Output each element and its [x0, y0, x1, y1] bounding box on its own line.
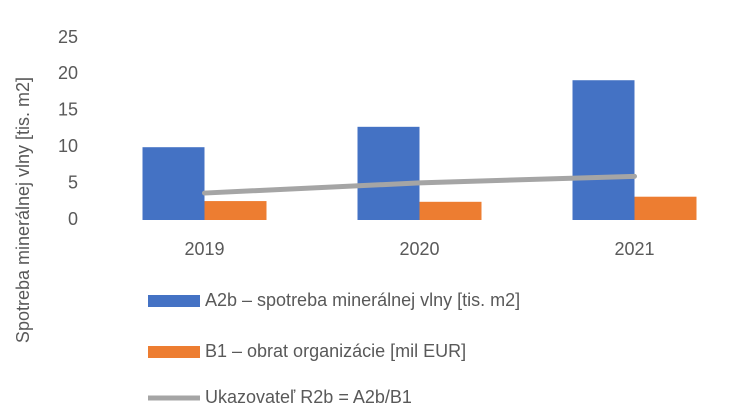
- bar: [572, 80, 635, 220]
- line: [202, 173, 637, 196]
- y-axis-label: Spotreba minerálnej vlny [tis. m2]: [13, 77, 33, 343]
- x-tick-label: 2020: [399, 239, 439, 259]
- y-tick-label: 15: [58, 100, 78, 120]
- bar: [357, 126, 420, 220]
- legend-label: A2b – spotreba minerálnej vlny [tis. m2]: [205, 290, 520, 310]
- y-tick-label: 20: [58, 63, 78, 83]
- legend-label: Ukazovateľ R2b = A2b/B1: [205, 387, 412, 407]
- y-tick-label: 10: [58, 136, 78, 156]
- y-tick-label: 5: [68, 172, 78, 192]
- y-tick-label: 0: [68, 209, 78, 229]
- y-tick-label: 25: [58, 27, 78, 47]
- x-tick-label: 2021: [614, 239, 654, 259]
- bar: [142, 147, 205, 220]
- bar: [419, 201, 482, 220]
- bar: [204, 201, 267, 220]
- bar: [634, 196, 697, 220]
- x-tick-label: 2019: [184, 239, 224, 259]
- legend-swatch: [148, 295, 200, 307]
- legend-label: B1 – obrat organizácie [mil EUR]: [205, 341, 466, 361]
- legend-swatch: [148, 346, 200, 358]
